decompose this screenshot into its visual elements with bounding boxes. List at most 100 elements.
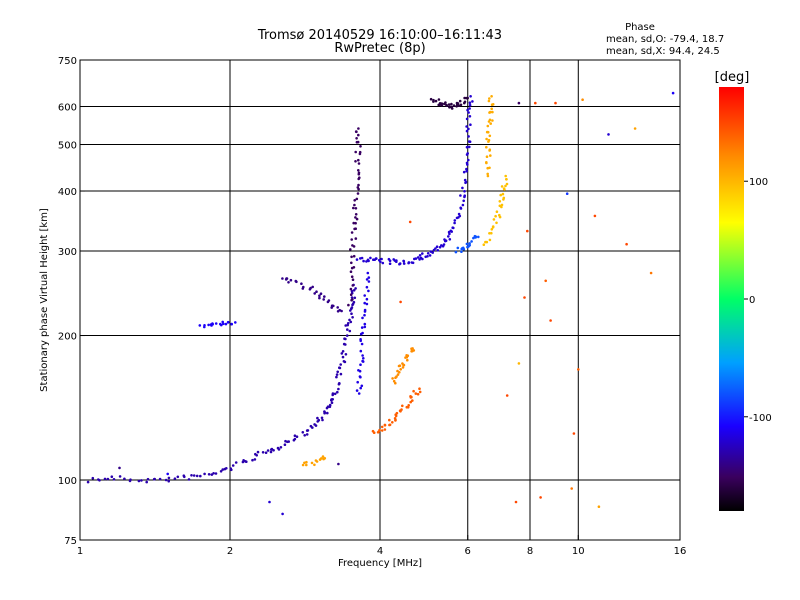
- data-point: [429, 97, 433, 101]
- data-point: [268, 500, 271, 504]
- data-point: [391, 377, 394, 380]
- data-point: [146, 477, 150, 481]
- data-point: [396, 369, 399, 373]
- data-point: [376, 431, 380, 434]
- data-point: [405, 354, 408, 357]
- data-point: [498, 204, 502, 208]
- data-point: [450, 102, 453, 106]
- data-point: [393, 259, 397, 262]
- data-point: [402, 259, 405, 263]
- colorbar-tick-label: -100: [749, 413, 772, 424]
- data-point: [467, 158, 470, 162]
- data-point: [401, 404, 404, 408]
- data-point: [488, 238, 492, 242]
- data-point: [357, 369, 360, 372]
- data-point: [459, 194, 462, 197]
- data-point: [363, 294, 367, 297]
- data-point: [207, 323, 210, 327]
- data-point: [352, 289, 356, 292]
- data-point: [354, 237, 358, 240]
- data-point: [408, 220, 412, 224]
- data-point: [337, 387, 340, 391]
- data-point: [323, 411, 327, 414]
- phase-stats-heading: Phase: [625, 22, 655, 33]
- data-point: [581, 98, 584, 101]
- data-point: [572, 432, 576, 435]
- data-point: [365, 297, 369, 301]
- data-point: [468, 115, 472, 118]
- data-point: [450, 107, 454, 110]
- data-point: [428, 254, 432, 257]
- data-point: [434, 99, 438, 103]
- data-point: [357, 392, 361, 395]
- data-point: [357, 171, 361, 175]
- data-point: [407, 404, 411, 407]
- data-point: [466, 108, 469, 112]
- data-point: [460, 250, 463, 253]
- data-point: [313, 423, 316, 426]
- data-point: [495, 221, 498, 225]
- y-tick-label: 750: [58, 56, 77, 67]
- data-point: [502, 196, 506, 200]
- data-point: [447, 235, 450, 238]
- data-point: [361, 316, 364, 320]
- data-point: [129, 478, 132, 482]
- data-point: [411, 261, 415, 265]
- data-point: [487, 99, 491, 103]
- x-tick-label: 10: [572, 546, 585, 557]
- data-point: [187, 478, 191, 481]
- data-point: [355, 197, 359, 201]
- data-point: [466, 163, 469, 166]
- data-point: [354, 207, 358, 210]
- y-axis-ticks: 75 100 200 300 400 500 600 750: [58, 56, 85, 547]
- y-tick-label: 400: [58, 187, 77, 198]
- data-point: [491, 225, 495, 228]
- data-point: [468, 242, 471, 245]
- data-point: [353, 203, 356, 207]
- data-point: [86, 480, 90, 484]
- data-point: [361, 331, 364, 335]
- data-point: [354, 213, 358, 216]
- data-point: [431, 251, 435, 254]
- data-point: [140, 479, 143, 482]
- data-point: [354, 221, 357, 225]
- data-point: [198, 324, 202, 327]
- data-point: [459, 103, 463, 107]
- data-point: [393, 417, 397, 420]
- data-point: [231, 464, 235, 467]
- data-point: [335, 373, 339, 376]
- data-point: [214, 472, 218, 475]
- data-point: [467, 135, 470, 138]
- data-point: [91, 476, 95, 480]
- data-point: [500, 185, 504, 188]
- data-point: [310, 461, 314, 465]
- data-point: [346, 323, 350, 327]
- data-point: [350, 261, 353, 265]
- data-point: [281, 277, 284, 280]
- data-point: [305, 463, 308, 467]
- data-point: [203, 324, 206, 327]
- data-point: [336, 390, 339, 394]
- data-point: [440, 244, 443, 247]
- data-point: [491, 103, 495, 106]
- data-point: [401, 366, 405, 369]
- data-point: [283, 443, 287, 447]
- data-point: [467, 127, 470, 131]
- data-point: [465, 117, 469, 121]
- data-point: [349, 248, 352, 251]
- data-point: [394, 381, 397, 385]
- data-point: [437, 98, 441, 101]
- data-point: [357, 183, 360, 187]
- y-tick-label: 300: [58, 247, 77, 258]
- data-point: [234, 461, 238, 464]
- data-point: [356, 380, 360, 384]
- data-point: [118, 466, 121, 470]
- data-point: [229, 467, 232, 470]
- data-point: [279, 446, 283, 449]
- data-point: [173, 477, 177, 481]
- data-point: [445, 104, 449, 107]
- x-tick-label: 16: [674, 546, 687, 557]
- data-point: [463, 190, 466, 193]
- data-point: [339, 372, 343, 376]
- data-point: [210, 473, 214, 476]
